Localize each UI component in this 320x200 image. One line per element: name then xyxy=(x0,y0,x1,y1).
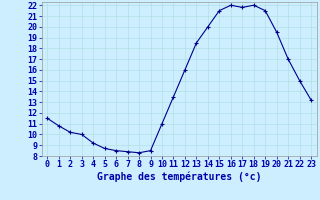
X-axis label: Graphe des températures (°c): Graphe des températures (°c) xyxy=(97,172,261,182)
